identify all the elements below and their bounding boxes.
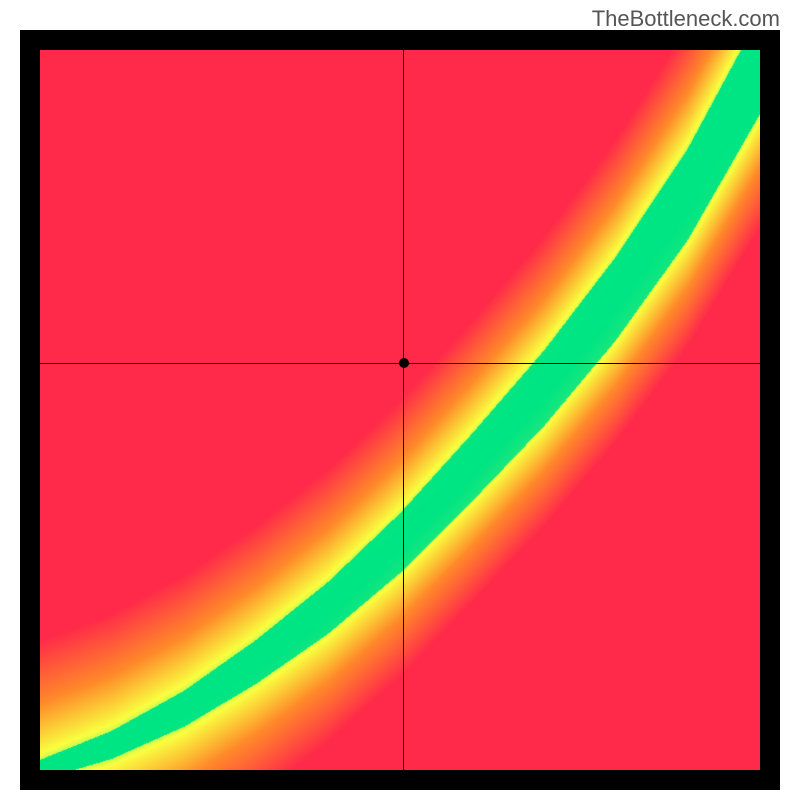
crosshair-vertical [403, 50, 404, 770]
heatmap-canvas [40, 50, 760, 770]
plot-area [40, 50, 760, 770]
watermark-text: TheBottleneck.com [592, 6, 780, 32]
chart-container: TheBottleneck.com [0, 0, 800, 800]
chart-frame [20, 30, 780, 790]
crosshair-marker-dot [399, 358, 409, 368]
